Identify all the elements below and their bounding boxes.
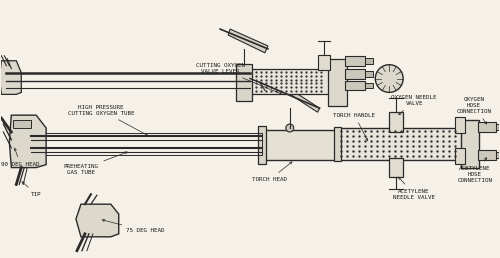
Bar <box>478 150 496 160</box>
Bar <box>455 148 465 164</box>
Bar <box>262 130 336 160</box>
Bar <box>389 112 403 132</box>
Bar <box>236 64 252 101</box>
Text: ACETYLENE
NEEDLE VALVE: ACETYLENE NEEDLE VALVE <box>393 177 435 200</box>
Bar <box>250 69 330 94</box>
Bar <box>461 120 478 168</box>
Polygon shape <box>76 204 118 237</box>
Bar <box>366 58 374 64</box>
Text: TORCH HEAD: TORCH HEAD <box>252 162 292 182</box>
Bar <box>334 128 464 160</box>
Text: 90 DEG HEAD: 90 DEG HEAD <box>2 148 40 167</box>
Text: HIGH PRESSURE
CUTTING OXYGEN TUBE: HIGH PRESSURE CUTTING OXYGEN TUBE <box>68 105 148 135</box>
Text: PREHEATING
GAS TUBE: PREHEATING GAS TUBE <box>64 152 128 175</box>
Text: TIP: TIP <box>22 182 42 197</box>
Bar <box>455 117 465 133</box>
Bar <box>496 124 500 130</box>
Bar <box>346 80 366 90</box>
Polygon shape <box>228 29 268 53</box>
Bar <box>389 158 403 178</box>
Text: ACETYLENE
HOSE
CONNECTION: ACETYLENE HOSE CONNECTION <box>457 158 492 183</box>
Circle shape <box>286 124 294 132</box>
Bar <box>14 120 31 128</box>
Bar <box>258 126 266 164</box>
Text: 75 DEG HEAD: 75 DEG HEAD <box>102 219 164 233</box>
Text: CUTTING OXYGEN
VALVE LEVER: CUTTING OXYGEN VALVE LEVER <box>196 63 282 94</box>
Bar <box>31 133 262 155</box>
Bar <box>366 71 374 77</box>
Text: TORCH HANDLE: TORCH HANDLE <box>334 113 376 141</box>
Bar <box>328 59 347 106</box>
Bar <box>346 56 366 66</box>
Bar <box>346 69 366 78</box>
Circle shape <box>376 65 403 92</box>
Text: OXYGEN NEEDLE
VALVE: OXYGEN NEEDLE VALVE <box>392 95 437 115</box>
Bar <box>366 83 374 88</box>
Bar <box>334 127 342 161</box>
Text: OXYGEN
HOSE
CONNECTION: OXYGEN HOSE CONNECTION <box>456 97 492 124</box>
Polygon shape <box>278 83 320 112</box>
Bar <box>318 55 330 70</box>
Polygon shape <box>0 61 22 94</box>
Bar <box>496 152 500 158</box>
Polygon shape <box>10 115 46 168</box>
Bar <box>478 122 496 132</box>
